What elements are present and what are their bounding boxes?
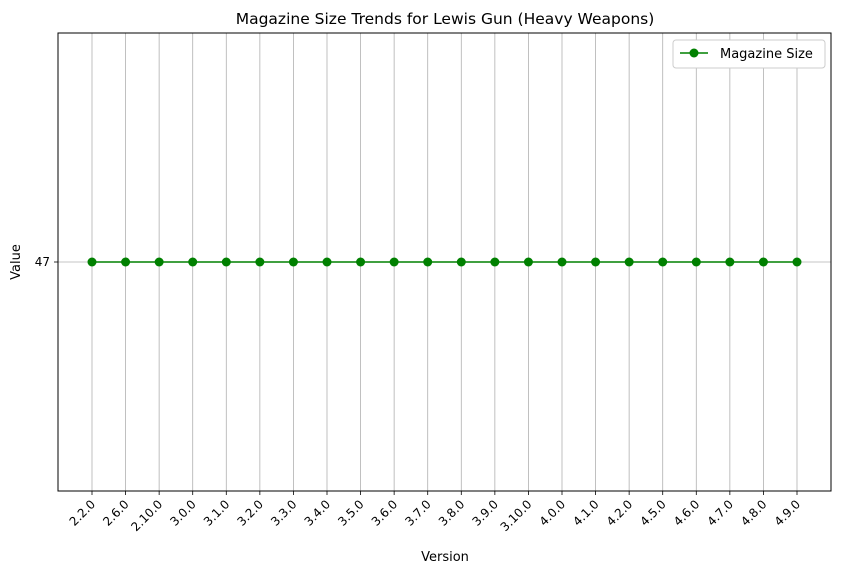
legend-marker-sample xyxy=(689,48,699,58)
data-point xyxy=(725,257,735,267)
x-tick-label: 4.5.0 xyxy=(637,497,668,528)
x-axis-ticks: 2.2.0 2.6.02.10.0 3.0.0 3.1.0 3.2.0 3.3.0 3.4.… xyxy=(67,491,803,534)
x-tick-label: 3.4.0 xyxy=(302,497,333,528)
legend: Magazine Size xyxy=(672,39,826,69)
x-tick-label: 2.6.0 xyxy=(100,497,131,528)
x-tick-label: 3.2.0 xyxy=(234,497,265,528)
data-point xyxy=(490,257,500,267)
x-tick-label: 4.8.0 xyxy=(738,497,769,528)
data-point xyxy=(624,257,634,267)
data-point xyxy=(255,257,265,267)
x-tick-label: 4.9.0 xyxy=(772,497,803,528)
x-tick-label: 4.0.0 xyxy=(537,497,568,528)
x-tick-label: 4.6.0 xyxy=(671,497,702,528)
data-point xyxy=(523,257,533,267)
x-tick-label: 3.8.0 xyxy=(436,497,467,528)
legend-label: Magazine Size xyxy=(720,47,813,62)
y-axis-label: Value xyxy=(9,244,24,280)
data-point xyxy=(758,257,768,267)
data-point xyxy=(456,257,466,267)
data-point xyxy=(154,257,164,267)
x-tick-label: 3.7.0 xyxy=(402,497,433,528)
x-tick-label: 3.1.0 xyxy=(201,497,232,528)
legend-box xyxy=(672,39,826,69)
data-point xyxy=(658,257,668,267)
y-axis-ticks: 47 xyxy=(35,255,58,269)
data-point xyxy=(87,257,97,267)
y-tick-label: 47 xyxy=(35,255,50,269)
data-point xyxy=(423,257,433,267)
data-point xyxy=(691,257,701,267)
data-point xyxy=(389,257,399,267)
data-point xyxy=(221,257,231,267)
x-tick-label: 3.0.0 xyxy=(167,497,198,528)
data-point xyxy=(188,257,198,267)
data-point xyxy=(356,257,366,267)
x-tick-label: 2.2.0 xyxy=(67,497,98,528)
x-tick-label: 3.3.0 xyxy=(268,497,299,528)
data-point xyxy=(121,257,131,267)
x-tick-label: 4.1.0 xyxy=(570,497,601,528)
x-tick-label: 3.5.0 xyxy=(335,497,366,528)
x-tick-label: 3.9.0 xyxy=(469,497,500,528)
x-tick-label: 3.6.0 xyxy=(369,497,400,528)
x-tick-label: 2.10.0 xyxy=(128,497,165,534)
x-axis-label: Version xyxy=(421,550,469,565)
chart-title: Magazine Size Trends for Lewis Gun (Heav… xyxy=(236,10,655,28)
data-point xyxy=(288,257,298,267)
data-point xyxy=(591,257,601,267)
x-tick-label: 3.10.0 xyxy=(498,497,535,534)
series-points xyxy=(87,257,802,267)
data-point xyxy=(557,257,567,267)
data-point xyxy=(792,257,802,267)
data-point xyxy=(322,257,332,267)
x-tick-label: 4.2.0 xyxy=(604,497,635,528)
x-tick-label: 4.7.0 xyxy=(704,497,735,528)
